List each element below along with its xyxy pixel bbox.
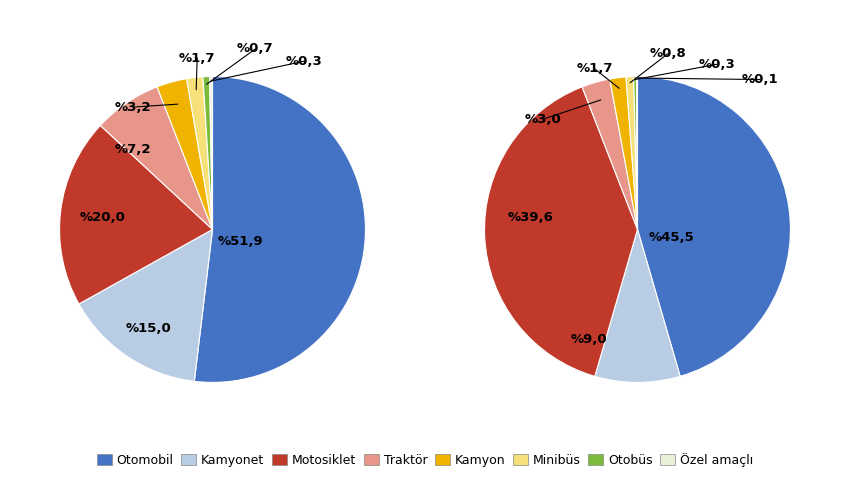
Text: %0,3: %0,3 — [286, 54, 323, 68]
Wedge shape — [638, 76, 790, 376]
Wedge shape — [187, 77, 212, 229]
Wedge shape — [582, 79, 638, 229]
Legend: Otomobil, Kamyonet, Motosiklet, Traktör, Kamyon, Minibüs, Otobüs, Özel amaçlı: Otomobil, Kamyonet, Motosiklet, Traktör,… — [92, 448, 758, 472]
Text: %1,7: %1,7 — [179, 52, 215, 65]
Wedge shape — [609, 77, 638, 229]
Text: %1,7: %1,7 — [576, 62, 613, 76]
Text: %3,0: %3,0 — [524, 113, 561, 126]
Wedge shape — [626, 76, 638, 229]
Wedge shape — [484, 87, 638, 376]
Wedge shape — [60, 125, 212, 304]
Wedge shape — [595, 229, 680, 382]
Text: %51,9: %51,9 — [218, 235, 263, 248]
Text: %0,7: %0,7 — [237, 43, 274, 55]
Text: %45,5: %45,5 — [649, 230, 694, 244]
Wedge shape — [195, 76, 366, 382]
Text: %7,2: %7,2 — [115, 143, 151, 156]
Text: %0,1: %0,1 — [741, 73, 779, 86]
Text: %3,2: %3,2 — [115, 100, 151, 114]
Wedge shape — [100, 87, 212, 229]
Text: %0,8: %0,8 — [649, 47, 687, 60]
Text: %39,6: %39,6 — [507, 211, 553, 224]
Wedge shape — [79, 229, 212, 381]
Text: %0,3: %0,3 — [699, 58, 735, 71]
Text: %20,0: %20,0 — [79, 211, 125, 224]
Wedge shape — [157, 79, 212, 229]
Text: %15,0: %15,0 — [126, 322, 171, 336]
Wedge shape — [203, 76, 212, 229]
Wedge shape — [633, 76, 638, 229]
Wedge shape — [637, 76, 638, 229]
Text: %9,0: %9,0 — [570, 333, 607, 346]
Wedge shape — [210, 76, 212, 229]
